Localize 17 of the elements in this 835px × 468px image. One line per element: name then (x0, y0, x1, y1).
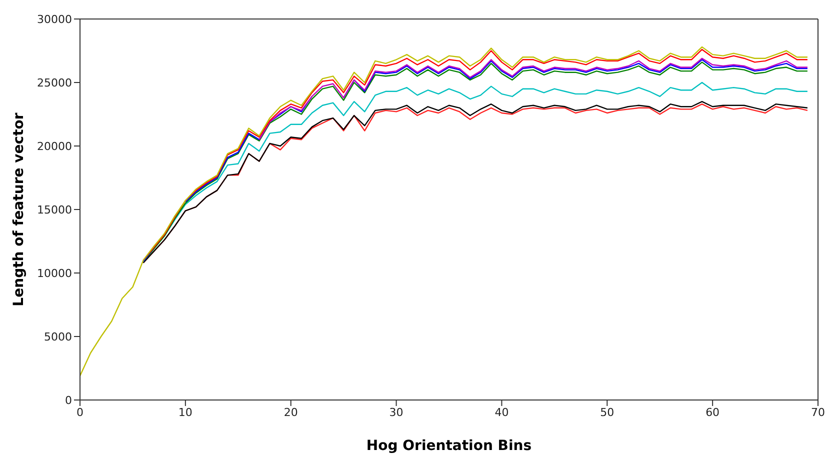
x-tick-label: 70 (811, 406, 825, 419)
y-tick-label: 0 (65, 394, 72, 407)
y-axis-title: Length of feature vector (10, 112, 27, 306)
x-tick-label: 20 (284, 406, 298, 419)
y-tick-label: 20000 (37, 140, 72, 153)
y-tick-label: 5000 (44, 330, 72, 344)
y-tick-label: 15000 (37, 203, 72, 216)
x-tick-label: 30 (389, 406, 404, 419)
x-tick-label: 10 (178, 406, 192, 419)
x-axis-title: Hog Orientation Bins (366, 438, 532, 454)
y-tick-label: 30000 (37, 12, 72, 26)
x-tick-label: 40 (494, 406, 509, 419)
y-tick-label: 10000 (37, 266, 72, 280)
x-tick-label: 0 (76, 406, 84, 419)
x-tick-label: 50 (600, 406, 614, 419)
x-tick-label: 60 (706, 406, 720, 419)
y-tick-label: 25000 (37, 76, 72, 90)
